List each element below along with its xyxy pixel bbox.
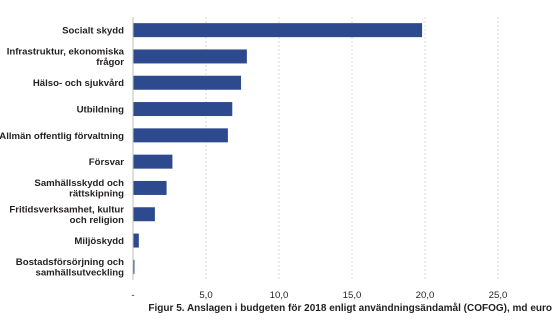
category-label: Socialt skydd	[62, 26, 124, 37]
category-label: Fritidsverksamhet, kultur och religion	[9, 204, 124, 226]
category-label: Hälso- och sjukvård	[33, 78, 124, 89]
bars	[133, 23, 423, 274]
category-label: Bostadsförsörjning och samhällsutveckling	[16, 257, 124, 279]
category-labels: Socialt skydd Infrastruktur, ekonomiska fr…	[0, 26, 125, 279]
category-label: Infrastruktur, ekonomiska frågor	[7, 47, 125, 69]
grid-lines	[205, 17, 499, 280]
x-tick-labels: - 5,0 10,0 15,0 20,0 25,0	[131, 290, 507, 300]
category-label: Utbildning	[77, 104, 125, 115]
bar	[133, 23, 423, 38]
bar	[133, 49, 247, 64]
bar	[133, 207, 155, 222]
x-tick-label: 20,0	[416, 290, 435, 300]
category-label: Försvar	[89, 157, 124, 168]
x-tick-label: 5,0	[199, 290, 212, 300]
x-tick-label: -	[131, 290, 134, 300]
category-label: Miljöskydd	[74, 236, 124, 247]
category-label: Allmän offentlig förvaltning	[0, 131, 124, 142]
bar	[133, 102, 233, 117]
x-tick-label: 15,0	[343, 290, 362, 300]
bar	[133, 128, 228, 143]
chart-caption: Figur 5. Anslagen i budgeten för 2018 en…	[148, 303, 552, 314]
bar	[133, 233, 139, 248]
bar	[133, 75, 242, 90]
x-tick-label: 25,0	[489, 290, 508, 300]
bar-chart: Socialt skydd Infrastruktur, ekonomiska fr…	[0, 17, 507, 300]
x-tick-label: 10,0	[270, 290, 289, 300]
bar	[133, 154, 173, 169]
bar	[133, 259, 135, 274]
bar	[133, 180, 167, 195]
category-label: Samhällsskydd och rättskipning	[34, 178, 124, 200]
